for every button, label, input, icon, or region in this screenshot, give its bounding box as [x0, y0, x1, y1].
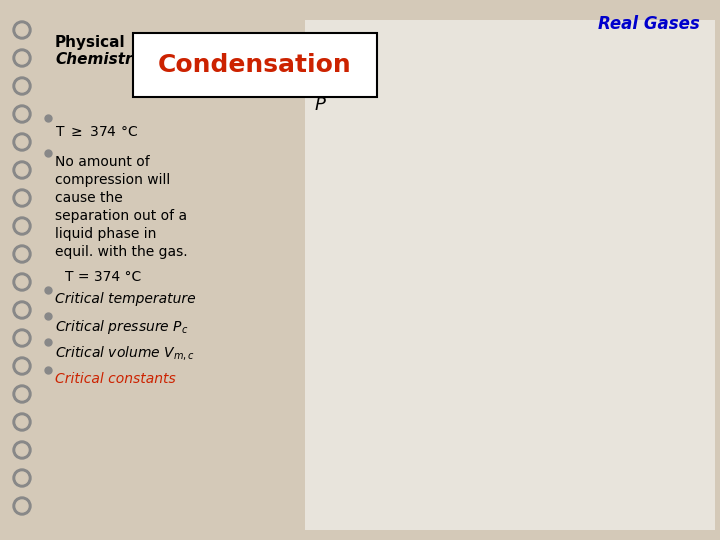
- Text: $V_m$: $V_m$: [702, 500, 720, 519]
- Circle shape: [13, 497, 31, 515]
- Text: U: U: [449, 244, 457, 257]
- Circle shape: [13, 357, 31, 375]
- Text: K: K: [469, 397, 477, 410]
- Text: K: K: [472, 413, 481, 426]
- Text: No amount of: No amount of: [55, 155, 150, 169]
- Text: Real Gases: Real Gases: [598, 15, 700, 33]
- Text: N: N: [523, 315, 533, 328]
- Text: Condensation: Condensation: [158, 53, 352, 77]
- Circle shape: [13, 77, 31, 95]
- Circle shape: [16, 52, 28, 64]
- Circle shape: [13, 189, 31, 207]
- Circle shape: [13, 385, 31, 403]
- Text: J: J: [413, 313, 417, 326]
- Text: T: T: [490, 242, 498, 255]
- Circle shape: [13, 469, 31, 487]
- Circle shape: [13, 413, 31, 431]
- Circle shape: [13, 105, 31, 123]
- FancyBboxPatch shape: [35, 0, 305, 540]
- FancyBboxPatch shape: [133, 33, 377, 97]
- Text: 200°C: 200°C: [687, 387, 720, 396]
- Text: Fig. 8.3: Fig. 8.3: [615, 97, 667, 111]
- Circle shape: [16, 276, 28, 288]
- Text: Critical temperature: Critical temperature: [55, 292, 196, 306]
- Text: compression will: compression will: [55, 173, 170, 187]
- Text: P: P: [315, 96, 325, 114]
- Circle shape: [16, 220, 28, 232]
- Text: T = 374 °C: T = 374 °C: [65, 270, 141, 284]
- Circle shape: [13, 133, 31, 151]
- Text: equil. with the gas.: equil. with the gas.: [55, 245, 188, 259]
- Circle shape: [13, 441, 31, 459]
- Text: 374°C: 374°C: [687, 349, 720, 359]
- Text: T $\geq$ 374 °C: T $\geq$ 374 °C: [55, 125, 138, 139]
- Circle shape: [13, 49, 31, 67]
- Text: W: W: [405, 254, 418, 267]
- Circle shape: [16, 444, 28, 456]
- Text: S: S: [531, 248, 539, 261]
- Circle shape: [13, 21, 31, 39]
- Circle shape: [16, 248, 28, 260]
- Circle shape: [16, 192, 28, 204]
- Circle shape: [16, 136, 28, 148]
- Text: cause the: cause the: [55, 191, 122, 205]
- Circle shape: [16, 80, 28, 92]
- Circle shape: [16, 332, 28, 344]
- Text: Critical constants: Critical constants: [55, 372, 176, 386]
- Circle shape: [16, 164, 28, 176]
- Text: L + V: L + V: [490, 355, 527, 369]
- FancyBboxPatch shape: [305, 20, 715, 530]
- Text: P: P: [285, 84, 296, 102]
- Circle shape: [13, 301, 31, 319]
- Text: Chemistry: Chemistry: [55, 52, 143, 67]
- Text: M: M: [491, 296, 502, 309]
- Circle shape: [13, 273, 31, 291]
- Circle shape: [13, 329, 31, 347]
- Circle shape: [16, 472, 28, 484]
- Circle shape: [13, 245, 31, 263]
- Text: 300°C: 300°C: [687, 366, 720, 375]
- Circle shape: [16, 416, 28, 428]
- Text: Physical: Physical: [55, 35, 125, 50]
- Circle shape: [16, 500, 28, 512]
- Circle shape: [16, 108, 28, 120]
- Circle shape: [16, 24, 28, 36]
- Text: $H_2O$: $H_2O$: [583, 172, 616, 190]
- Text: Critical volume $V_{m,c}$: Critical volume $V_{m,c}$: [55, 344, 195, 362]
- Text: 400°C: 400°C: [687, 332, 720, 342]
- Circle shape: [16, 304, 28, 316]
- Text: R: R: [567, 288, 576, 301]
- Text: Y: Y: [394, 181, 401, 194]
- Text: L: L: [397, 363, 405, 377]
- Circle shape: [13, 161, 31, 179]
- Text: separation out of a: separation out of a: [55, 209, 187, 223]
- Circle shape: [13, 217, 31, 235]
- Text: liquid phase in: liquid phase in: [55, 227, 156, 241]
- Text: L: L: [457, 328, 464, 341]
- Circle shape: [16, 388, 28, 400]
- Circle shape: [16, 360, 28, 372]
- Text: G: G: [595, 280, 604, 293]
- Text: Isotherms of H₂O: Isotherms of H₂O: [441, 526, 559, 540]
- Text: H: H: [456, 132, 466, 145]
- Text: Critical pressure $P_c$: Critical pressure $P_c$: [55, 318, 189, 336]
